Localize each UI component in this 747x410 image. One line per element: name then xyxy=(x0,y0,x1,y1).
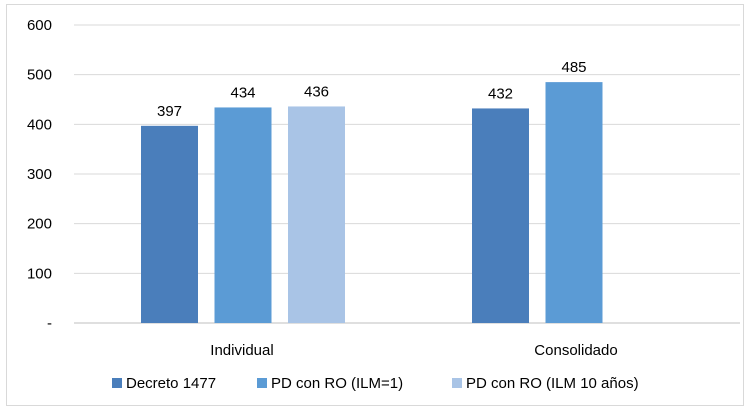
y-axis-tick-labels: - 100 200 300 400 500 600 xyxy=(27,17,52,332)
legend-item: PD con RO (ILM=1) xyxy=(257,375,403,392)
category-labels: Individual Consolidado xyxy=(210,342,617,359)
legend-item: PD con RO (ILM 10 años) xyxy=(452,375,639,392)
data-label: 436 xyxy=(304,83,329,100)
legend-label: PD con RO (ILM 10 años) xyxy=(466,375,639,392)
y-tick-label: - xyxy=(47,315,52,332)
category-label: Consolidado xyxy=(534,342,617,359)
bar-consolidado-series-1 xyxy=(472,108,529,323)
bars xyxy=(141,82,603,324)
y-tick-label: 600 xyxy=(27,17,52,34)
legend-item: Decreto 1477 xyxy=(112,375,216,392)
data-label: 485 xyxy=(561,59,586,76)
legend-swatch xyxy=(112,378,122,388)
legend: Decreto 1477 PD con RO (ILM=1) PD con RO (… xyxy=(112,375,639,392)
bar-individual-series-3 xyxy=(288,106,345,323)
data-labels: 397 434 436 432 485 xyxy=(157,59,587,120)
legend-label: PD con RO (ILM=1) xyxy=(271,375,403,392)
y-tick-label: 400 xyxy=(27,116,52,133)
data-label: 397 xyxy=(157,103,182,120)
data-label: 434 xyxy=(230,84,255,101)
y-tick-label: 500 xyxy=(27,67,52,84)
y-tick-label: 200 xyxy=(27,216,52,233)
data-label: 432 xyxy=(488,85,513,102)
chart-frame xyxy=(6,4,744,406)
legend-label: Decreto 1477 xyxy=(126,375,216,392)
category-label: Individual xyxy=(210,342,273,359)
legend-swatch xyxy=(257,378,267,388)
bar-consolidado-series-2 xyxy=(545,82,603,323)
legend-swatch xyxy=(452,378,462,388)
y-tick-label: 300 xyxy=(27,166,52,183)
bar-individual-series-2 xyxy=(214,107,272,324)
bar-individual-series-1 xyxy=(141,125,198,323)
y-tick-label: 100 xyxy=(27,265,52,282)
